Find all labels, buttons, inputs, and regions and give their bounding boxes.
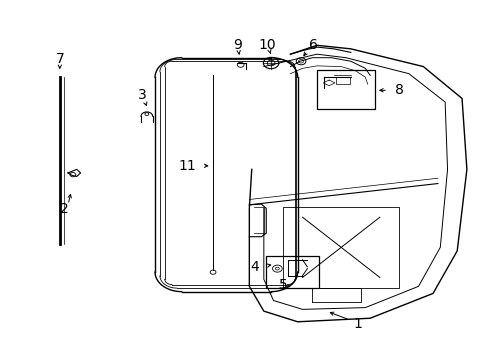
Text: 4: 4 bbox=[250, 260, 259, 274]
Text: 5: 5 bbox=[278, 278, 287, 292]
Bar bbox=[336, 77, 349, 84]
Text: 6: 6 bbox=[308, 37, 317, 51]
Bar bbox=[316, 70, 374, 109]
Text: 1: 1 bbox=[353, 316, 362, 330]
Text: 7: 7 bbox=[55, 52, 64, 66]
Text: 10: 10 bbox=[258, 37, 276, 51]
Text: 8: 8 bbox=[394, 83, 404, 97]
Text: 11: 11 bbox=[178, 159, 196, 173]
Text: 3: 3 bbox=[137, 88, 146, 102]
Bar bbox=[265, 256, 319, 288]
Text: 9: 9 bbox=[233, 37, 242, 51]
Text: 2: 2 bbox=[60, 202, 68, 216]
